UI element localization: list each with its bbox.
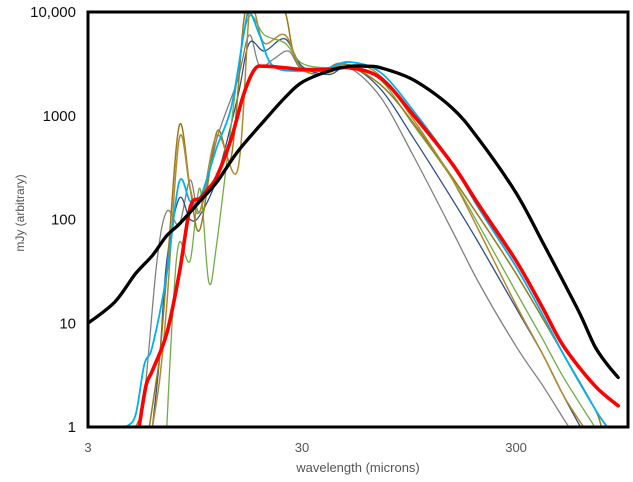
y-tick-label: 1 — [68, 419, 76, 436]
y-tick-labels: 1 10 100 1000 10,000 — [30, 4, 76, 436]
x-tick-label: 300 — [505, 440, 527, 455]
x-tick-label: 3 — [84, 440, 91, 455]
series-line-7 — [137, 64, 620, 427]
x-tick-labels: 3 30 300 — [84, 440, 527, 455]
series-line-5 — [151, 12, 585, 427]
y-tick-label: 100 — [51, 212, 76, 229]
plot-frame — [86, 10, 630, 429]
x-axis-title: wavelength (microns) — [295, 460, 420, 475]
y-axis-title: mJy (arbitrary) — [13, 174, 27, 251]
y-tick-label: 10,000 — [30, 4, 76, 21]
series-layer — [88, 12, 620, 427]
y-tick-label: 10 — [59, 315, 76, 332]
series-line-1 — [134, 34, 570, 427]
x-tick-label: 30 — [295, 440, 309, 455]
series-line-8 — [88, 64, 620, 380]
series-line-6 — [124, 12, 609, 427]
series-line-3 — [166, 14, 596, 427]
series-line-4 — [148, 12, 603, 427]
y-tick-label: 1000 — [43, 108, 76, 125]
series-line-2 — [151, 38, 582, 427]
